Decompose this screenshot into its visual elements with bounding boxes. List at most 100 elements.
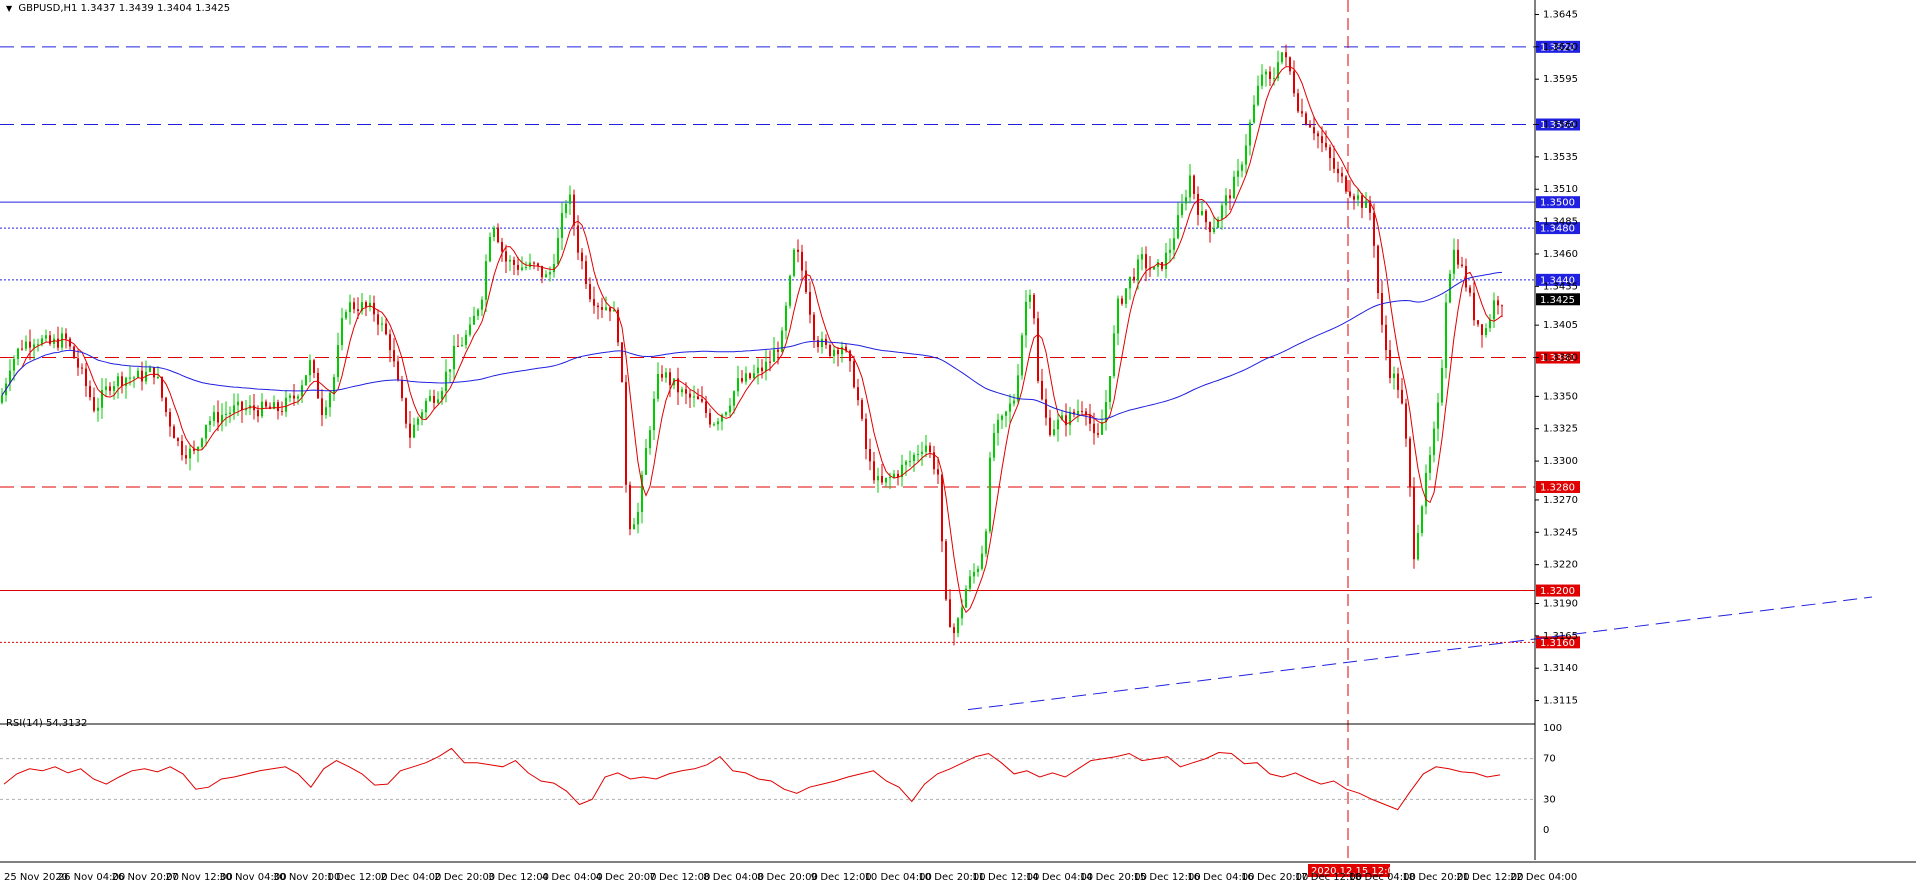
bull-candle [561,213,563,238]
bear-candle [777,349,779,352]
bear-candle [1081,410,1083,412]
bear-candle [1301,111,1303,114]
bull-candle [693,396,695,398]
bear-candle [277,402,279,412]
bear-candle [353,302,355,310]
bear-candle [241,401,243,411]
x-tick-label: 10 Dec 20:00 [918,872,985,883]
triangle-down-icon[interactable]: ▼ [6,4,13,13]
bull-candle [45,335,47,339]
bull-candle [877,475,879,481]
vertical-marker-label: 2020.12.15 12:00 [1311,866,1400,877]
x-tick-label: 8 Dec 04:00 [703,872,764,883]
bull-candle [989,457,991,532]
bull-candle [1157,262,1159,267]
x-tick-label: 18 Dec 04:00 [1349,872,1416,883]
bear-candle [1401,389,1403,404]
bull-candle [493,227,495,238]
x-tick-label: 17 Dec 12:00 [1295,872,1362,883]
symbol-header[interactable]: ▼ GBPUSD,H1 1.3437 1.3439 1.3404 1.3425 [6,3,230,14]
bear-candle [293,395,295,399]
bull-candle [525,266,527,268]
bull-candle [821,338,823,348]
trendline [967,596,1873,711]
bull-candle [349,302,351,313]
level-tag [1536,351,1580,364]
y-tick-label: 1.3485 [1543,217,1578,228]
level-tag-label: 1.3380 [1540,353,1575,364]
bull-candle [765,361,767,372]
bear-candle [513,259,515,265]
level-tag [1536,196,1580,209]
rsi-line [3,747,1501,811]
bull-candle [125,377,127,386]
bull-candle [13,358,15,371]
bear-candle [945,541,947,600]
y-tick-label: 1.3245 [1543,527,1578,538]
bear-candle [861,400,863,419]
bull-candle [905,461,907,465]
bear-candle [89,386,91,398]
bear-candle [177,438,179,442]
bull-candle [229,412,231,414]
bull-candle [1357,195,1359,200]
bull-candle [285,397,287,412]
bear-candle [1313,127,1315,134]
bear-candle [801,251,803,271]
bear-candle [397,361,399,381]
bull-candle [465,334,467,345]
x-tick-label: 2 Dec 20:00 [434,872,495,883]
bull-candle [113,386,115,391]
bull-candle [1365,200,1367,208]
bull-candle [1013,400,1015,404]
bear-candle [897,473,899,478]
bull-candle [473,315,475,325]
moving-averages-layer [1,66,1503,614]
bull-candle [221,414,223,423]
bull-candle [289,395,291,398]
bull-candle [417,418,419,425]
bull-candle [653,398,655,431]
bear-candle [601,307,603,310]
bear-candle [1337,168,1339,174]
bull-candle [965,588,967,608]
bear-candle [589,284,591,300]
bull-candle [901,464,903,478]
level-tag-label: 1.3440 [1540,275,1575,286]
bull-candle [1125,288,1127,304]
bear-candle [1089,414,1091,424]
bear-candle [941,474,943,542]
x-tick-label: 7 Dec 12:00 [649,872,710,883]
x-tick-label: 21 Dec 12:00 [1456,872,1523,883]
bull-candle [1113,333,1115,377]
bull-candle [781,330,783,352]
bear-candle [457,345,459,347]
bull-candle [1053,429,1055,435]
y-tick-label: 1.3115 [1543,696,1578,707]
bull-candle [309,360,311,376]
bull-candle [337,345,339,378]
bear-candle [401,380,403,399]
bear-candle [109,386,111,391]
level-tag-label: 1.3200 [1540,586,1575,597]
y-tick-label: 1.3405 [1543,320,1578,331]
bull-candle [1105,401,1107,423]
level-tag [1536,118,1580,131]
bear-candle [1293,71,1295,94]
bear-candle [1033,294,1035,319]
bull-candle [149,367,151,372]
bear-candle [57,338,59,348]
bear-candle [1413,487,1415,560]
level-tag [1536,480,1580,493]
bull-candle [297,396,299,399]
bull-candle [245,408,247,411]
x-tick-label: 26 Nov 20:00 [112,872,179,883]
bear-candle [585,261,587,285]
bull-candle [485,261,487,300]
bull-candle [1137,259,1139,281]
bear-candle [1481,324,1483,335]
bull-candle [1173,238,1175,250]
bull-candle [605,307,607,310]
